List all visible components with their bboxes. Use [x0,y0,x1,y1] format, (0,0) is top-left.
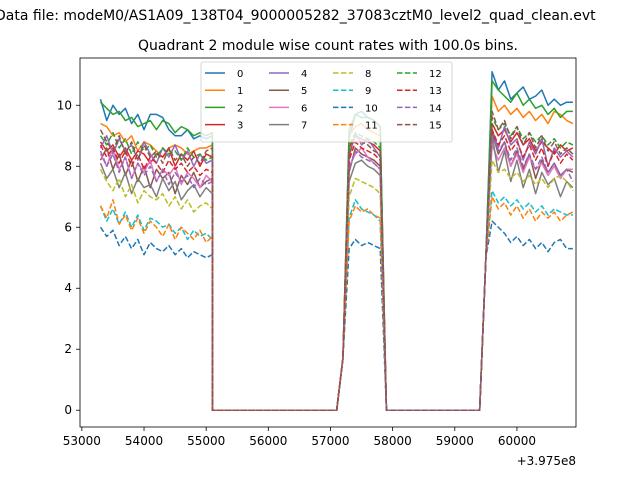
y-tick-label: 4 [64,281,72,295]
legend-label-3: 3 [237,121,243,132]
x-tick-label: 56000 [249,434,287,448]
series-line-8 [99,159,574,411]
legend-label-6: 6 [301,103,307,114]
legend-box [200,61,453,143]
legend-label-1: 1 [237,86,243,97]
y-tick-label: 6 [64,220,72,234]
y-tick-label: 2 [64,342,72,356]
x-axis: 53000 54000 55000 56000 57000 58000 59000 60000 [63,427,536,448]
x-tick-label: 57000 [311,434,349,448]
x-tick-label: 53000 [63,434,101,448]
legend-label-0: 0 [237,69,243,80]
legend-label-11: 11 [365,121,378,132]
legend-label-5: 5 [301,86,307,97]
figure-suptitle: Data file: modeM0/AS1A09_138T04_90000052… [0,8,640,26]
y-tick-label: 10 [57,98,72,112]
series-line-11 [99,196,574,411]
chart-title: Quadrant 2 module wise count rates with … [138,38,518,54]
series-line-15 [99,110,574,411]
legend-label-4: 4 [301,69,307,80]
suptitle-text: Data file: modeM0/AS1A09_138T04_90000052… [0,8,596,24]
legend-label-13: 13 [429,86,442,97]
y-tick-label: 8 [64,159,72,173]
x-tick-label: 54000 [125,434,163,448]
series-line-14 [99,135,574,411]
x-tick-label: 58000 [374,434,412,448]
x-tick-label: 59000 [436,434,474,448]
legend-label-2: 2 [237,103,243,114]
plot-frame [79,57,577,428]
legend-label-9: 9 [365,86,371,97]
legend-label-15: 15 [429,121,442,132]
y-axis: 0 2 4 6 8 10 [57,98,80,417]
series-line-9 [99,189,573,411]
x-tick-label: 60000 [498,434,536,448]
legend-label-7: 7 [301,121,307,132]
x-tick-label: 55000 [187,434,225,448]
series-line-10 [99,220,573,411]
legend-label-8: 8 [365,69,371,80]
legend-label-12: 12 [429,69,442,80]
series-line-13 [99,128,574,411]
x-offset-label: +3.975e8 [517,454,576,468]
legend-label-14: 14 [429,103,442,114]
y-tick-label: 0 [64,403,72,417]
legend-label-10: 10 [365,103,378,114]
